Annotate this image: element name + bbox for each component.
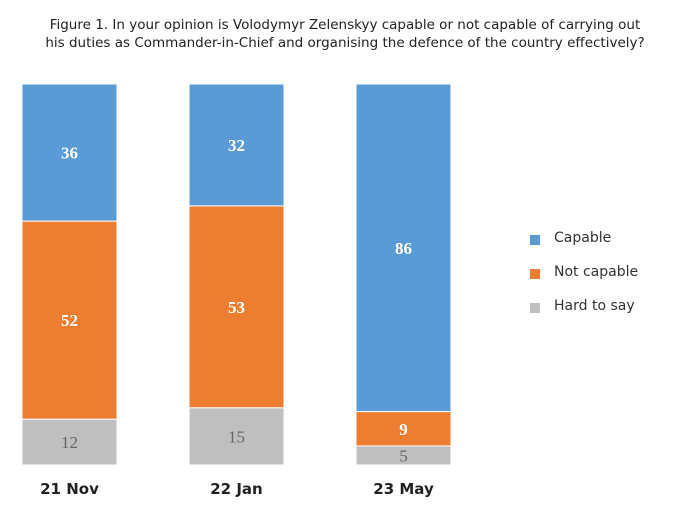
legend-item-not-capable: Not capable — [530, 255, 638, 289]
data-label-not-capable: 52 — [61, 311, 78, 330]
data-label-not-capable: 9 — [399, 420, 408, 439]
data-label-capable: 36 — [61, 144, 78, 163]
bar-segment-not-capable — [188, 205, 285, 409]
x-axis-label: 21 Nov — [40, 480, 99, 498]
data-label-hard-to-say: 5 — [399, 446, 408, 465]
data-label-hard-to-say: 15 — [228, 427, 245, 446]
chart-title-line-2: his duties as Commander-in-Chief and org… — [45, 35, 645, 51]
bar-segment-hard-to-say — [355, 445, 452, 466]
data-label-capable: 86 — [395, 239, 412, 258]
bar-segment-capable — [188, 83, 285, 207]
data-label-hard-to-say: 12 — [61, 433, 78, 452]
legend-label-not-capable: Not capable — [554, 264, 639, 280]
legend: Capable Not capable Hard to say — [530, 221, 638, 323]
x-axis-label: 22 Jan — [210, 480, 262, 498]
bar-segment-hard-to-say — [188, 407, 285, 466]
legend-item-hard-to-say: Hard to say — [530, 289, 638, 323]
data-label-capable: 32 — [228, 136, 245, 155]
legend-label-hard-to-say: Hard to say — [554, 298, 635, 314]
legend-swatch-hard-to-say — [530, 303, 540, 313]
legend-label-capable: Capable — [554, 230, 612, 246]
legend-swatch-capable — [530, 235, 540, 245]
bar-segment-hard-to-say — [21, 418, 118, 466]
chart-title-line-1: Figure 1. In your opinion is Volodymyr Z… — [49, 17, 641, 33]
data-label-not-capable: 53 — [228, 298, 245, 317]
bar-segment-not-capable — [355, 411, 452, 447]
bar-segment-capable — [21, 83, 118, 222]
legend-item-capable: Capable — [530, 221, 638, 255]
chart-title: Figure 1. In your opinion is Volodymyr Z… — [0, 16, 690, 52]
x-axis-label: 23 May — [373, 480, 434, 498]
legend-swatch-not-capable — [530, 269, 540, 279]
